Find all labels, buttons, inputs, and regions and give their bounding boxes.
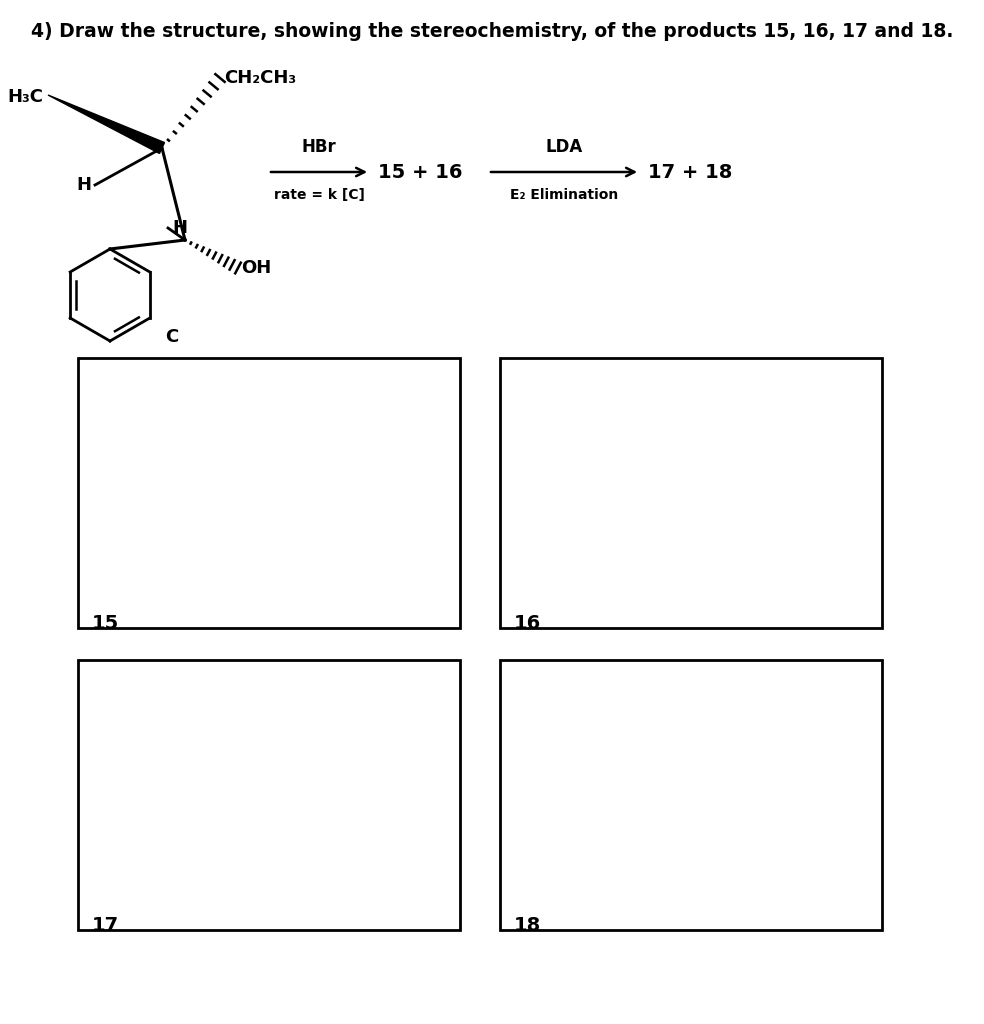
Text: rate = k [C]: rate = k [C] [274,188,364,202]
Text: E₂ Elimination: E₂ Elimination [510,188,618,202]
Text: C: C [165,328,179,346]
Text: CH₂CH₃: CH₂CH₃ [224,69,296,87]
Text: H: H [76,176,91,194]
Bar [500,660,882,930]
Text: LDA: LDA [545,138,583,156]
Text: 18: 18 [514,916,541,935]
Text: 15 + 16: 15 + 16 [378,163,462,181]
Text: 16: 16 [514,614,541,633]
Text: H₃C: H₃C [7,88,43,106]
Bar [78,358,460,628]
Text: 15: 15 [92,614,119,633]
Bar [500,358,882,628]
Text: 4) Draw the structure, showing the stereochemistry, of the products 15, 16, 17 a: 4) Draw the structure, showing the stere… [31,22,953,41]
Polygon shape [48,95,164,154]
Text: H: H [172,219,187,237]
Text: 17: 17 [92,916,119,935]
Text: 17 + 18: 17 + 18 [648,163,732,181]
Bar [78,660,460,930]
Text: OH: OH [241,259,272,278]
Text: HBr: HBr [302,138,337,156]
